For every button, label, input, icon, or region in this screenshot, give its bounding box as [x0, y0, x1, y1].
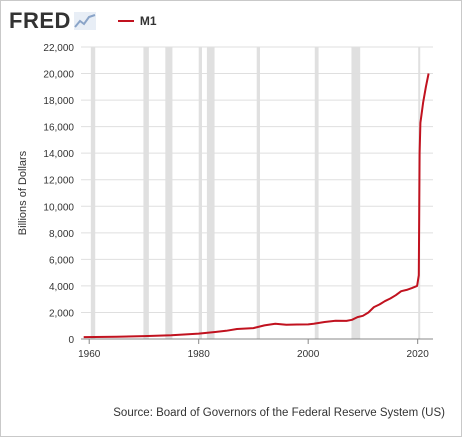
- y-tick-label-10: 20,000: [43, 70, 74, 81]
- chart-header: FRED M1: [9, 7, 157, 35]
- recession-band-1: [143, 47, 149, 339]
- y-tick-label-8: 16,000: [43, 123, 74, 134]
- y-tick-label-6: 12,000: [43, 176, 74, 187]
- recession-band-4: [206, 47, 215, 339]
- source-note: Source: Board of Governors of the Federa…: [113, 407, 445, 419]
- y-tick-label-4: 8,000: [49, 229, 74, 240]
- y-tick-label-5: 10,000: [43, 202, 74, 213]
- y-tick-label-11: 22,000: [43, 43, 74, 54]
- y-axis-label: Billions of Dollars: [17, 150, 29, 235]
- y-tick-label-9: 18,000: [43, 96, 74, 107]
- recession-band-0: [90, 47, 96, 339]
- y-tick-label-2: 4,000: [49, 282, 74, 293]
- fred-logo[interactable]: FRED: [9, 8, 71, 33]
- chart-line-icon: [73, 12, 96, 30]
- x-tick-label-3: 2020: [407, 349, 430, 360]
- recession-band-3: [198, 47, 202, 339]
- x-tick-label-1: 1980: [188, 349, 211, 360]
- x-tick-label-2: 2000: [297, 349, 320, 360]
- legend: M1: [117, 14, 157, 28]
- series-line-m1: [83, 73, 430, 339]
- y-tick-label-1: 2,000: [49, 308, 74, 319]
- line-chart: 0 2,000 4,000 6,000 8,000 10,000 12,000 14,000 1…: [17, 43, 433, 360]
- x-tick-label-0: 1960: [78, 349, 101, 360]
- recession-band-6: [314, 47, 319, 339]
- recession-band-2: [165, 47, 173, 339]
- legend-swatch: [117, 20, 134, 22]
- recession-band-7: [351, 47, 361, 339]
- y-tick-label-7: 14,000: [43, 149, 74, 160]
- legend-label-m1: M1: [139, 14, 157, 28]
- recession-band-5: [256, 47, 261, 339]
- y-tick-label-0: 0: [68, 335, 74, 346]
- y-tick-label-3: 6,000: [49, 255, 74, 266]
